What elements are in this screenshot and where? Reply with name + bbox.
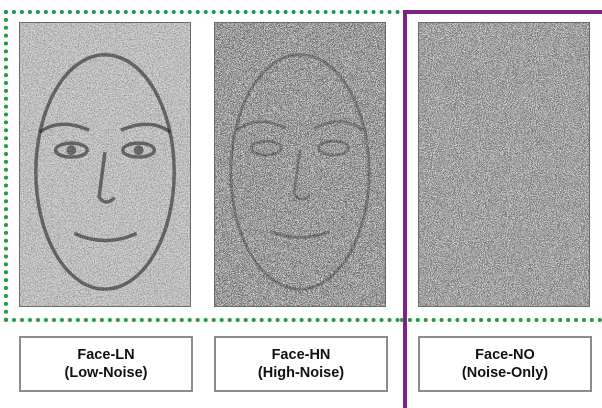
noise-only-divider — [403, 10, 407, 408]
face-low-noise-svg — [20, 23, 190, 306]
face-high-noise-image — [214, 22, 386, 307]
face-low-noise-image — [19, 22, 191, 307]
noise-only-divider-top — [403, 10, 602, 14]
label-face-ln-name: Face-LN — [77, 347, 135, 363]
label-face-no-sub: (Noise-Only) — [461, 365, 549, 381]
label-face-ln-sub: (Low-Noise) — [64, 365, 148, 381]
noise-only-image — [418, 22, 590, 307]
label-noise-only: Face-NO (Noise-Only) — [418, 336, 592, 392]
noise-only-svg — [419, 23, 589, 306]
face-high-noise-svg — [215, 23, 385, 306]
label-face-hn-name: Face-HN — [271, 347, 331, 363]
face-conditions-group-outline-bottom — [400, 318, 602, 322]
label-face-hn-sub: (High-Noise) — [257, 365, 345, 381]
label-face-high-noise: Face-HN (High-Noise) — [214, 336, 388, 392]
face-conditions-group-outline — [4, 10, 400, 322]
label-face-no-name: Face-NO — [475, 347, 535, 363]
label-face-low-noise: Face-LN (Low-Noise) — [19, 336, 193, 392]
